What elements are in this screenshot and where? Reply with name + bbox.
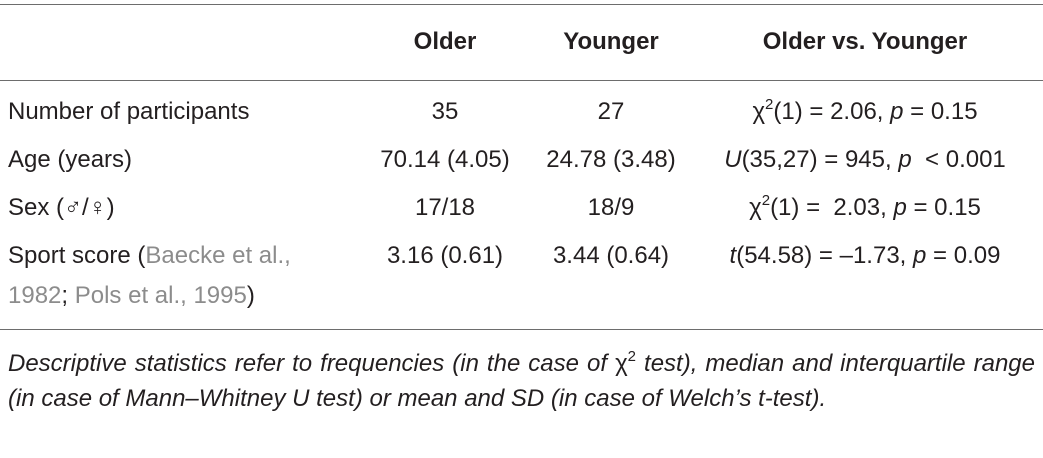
- table-row: Sex (♂/♀) 17/18 18/9 χ2(1) = 2.03, p = 0…: [0, 184, 1043, 232]
- text: test), median and interquartile range (i…: [8, 350, 1035, 412]
- text: χ: [615, 350, 628, 377]
- italic: p: [893, 194, 907, 221]
- cell: χ2(1) = 2.06, p = 0.15: [695, 88, 1035, 136]
- text: Descriptive statistics refer to frequenc…: [8, 350, 616, 377]
- text: Sport score (: [8, 242, 146, 269]
- text: χ: [752, 98, 766, 125]
- text: < 0.001: [911, 146, 1006, 173]
- citation-link[interactable]: Pols et al., 1995: [74, 282, 247, 309]
- cell: U(35,27) = 945, p < 0.001: [695, 136, 1035, 184]
- citation-link[interactable]: Baecke et al., 1982: [8, 242, 291, 309]
- table-row: Number of participants 35 27 χ2(1) = 2.0…: [0, 88, 1043, 136]
- text: = 0.09: [926, 242, 1001, 269]
- header-cell: Older vs. Younger: [762, 28, 968, 55]
- cell: 3.16 (0.61): [386, 242, 504, 269]
- cell: 24.78 (3.48): [546, 146, 676, 173]
- text: (1) = 2.03,: [770, 194, 894, 221]
- text: (54.58) = –1.73,: [736, 242, 914, 269]
- header-cell: Younger: [563, 28, 659, 55]
- text: χ: [749, 194, 762, 221]
- row-label: Sex (♂/♀): [8, 194, 115, 221]
- italic: p: [890, 98, 904, 125]
- header-row: Older Younger Older vs. Younger: [0, 18, 1043, 66]
- superscript: 2: [765, 96, 774, 113]
- table-row: 3.16 (0.61) 3.44 (0.64) t(54.58) = –1.73…: [0, 232, 1043, 280]
- cell: 27: [597, 98, 625, 125]
- footnote: Descriptive statistics refer to frequenc…: [8, 346, 1035, 416]
- superscript: 2: [627, 348, 637, 365]
- cell: 35: [431, 98, 459, 125]
- italic: p: [898, 146, 912, 173]
- text: (1) = 2.06,: [773, 98, 891, 125]
- row-label: Sport score (Baecke et al., 1982; Pols e…: [8, 236, 348, 316]
- text: = 0.15: [906, 194, 981, 221]
- row-label: Number of participants: [8, 98, 250, 125]
- cell: t(54.58) = –1.73, p = 0.09: [695, 232, 1035, 280]
- cell: 17/18: [414, 194, 476, 221]
- italic: p: [913, 242, 927, 269]
- table-row: Age (years) 70.14 (4.05) 24.78 (3.48) U(…: [0, 136, 1043, 184]
- cell: χ2(1) = 2.03, p = 0.15: [695, 184, 1035, 232]
- header-cell: Older: [413, 28, 477, 55]
- italic: t: [729, 242, 737, 269]
- text: ): [246, 282, 255, 309]
- cell: 70.14 (4.05): [380, 146, 510, 173]
- text: ;: [61, 282, 75, 309]
- italic: U: [724, 146, 742, 173]
- header-rule: [0, 80, 1043, 81]
- top-rule: [0, 4, 1043, 5]
- cell: 18/9: [587, 194, 635, 221]
- superscript: 2: [761, 192, 771, 209]
- cell: 3.44 (0.64): [552, 242, 670, 269]
- text: = 0.15: [903, 98, 978, 125]
- bottom-rule: [0, 329, 1043, 330]
- text: (35,27) = 945,: [741, 146, 899, 173]
- row-label: Age (years): [8, 146, 133, 173]
